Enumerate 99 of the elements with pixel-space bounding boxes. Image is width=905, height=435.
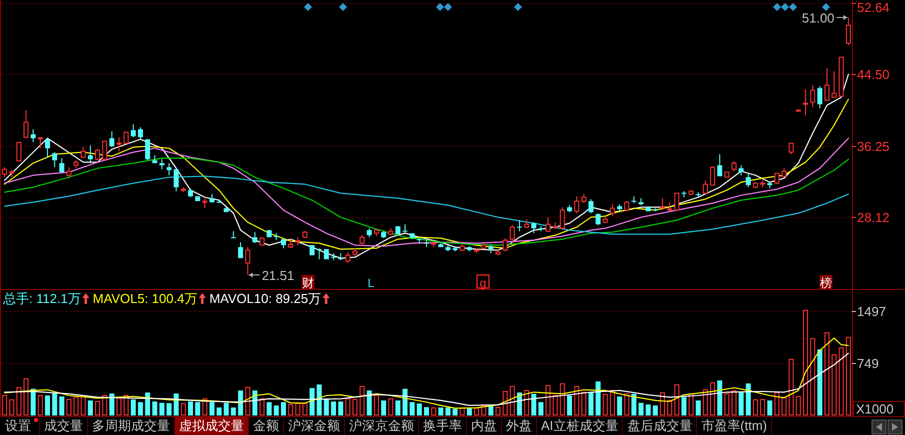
bar xyxy=(324,399,329,416)
line-series xyxy=(4,337,849,409)
bar xyxy=(195,402,200,416)
bar xyxy=(738,392,744,416)
bar xyxy=(59,396,64,416)
bar xyxy=(274,405,279,416)
bar xyxy=(180,403,186,416)
bar xyxy=(717,380,722,416)
y-tick-label: 52.64 xyxy=(857,0,890,15)
bar xyxy=(224,402,229,416)
bar xyxy=(838,348,844,416)
bar xyxy=(202,398,208,416)
text: 成交量 xyxy=(40,417,88,435)
bar xyxy=(44,395,50,416)
annotation: g xyxy=(480,276,486,290)
bar xyxy=(466,408,472,416)
bar xyxy=(410,402,415,416)
y-tick-label: 28.12 xyxy=(857,210,890,225)
bar xyxy=(817,349,822,416)
bar xyxy=(746,383,751,416)
y-tick-label: 36.25 xyxy=(857,139,890,154)
y-tick-label: 44.50 xyxy=(857,67,890,82)
bar xyxy=(52,392,58,416)
bar xyxy=(366,390,372,416)
line-series xyxy=(4,352,849,406)
bar xyxy=(280,402,286,416)
bar xyxy=(596,381,601,416)
bar xyxy=(209,402,214,416)
bar xyxy=(416,404,422,416)
bar xyxy=(266,402,272,416)
bar xyxy=(567,395,572,416)
bar xyxy=(331,401,336,416)
bar xyxy=(145,392,150,416)
bar xyxy=(381,400,386,416)
annotation: 财 xyxy=(302,276,314,290)
bar xyxy=(652,405,658,416)
y-tick-label: 749 xyxy=(857,356,879,371)
bar xyxy=(803,310,808,416)
y-tick-label: 1497 xyxy=(857,304,886,319)
text: 金额 xyxy=(249,417,284,435)
bar xyxy=(832,354,837,416)
bar xyxy=(424,407,429,416)
bar xyxy=(216,407,222,416)
text: MAVOL10: 89.25万 xyxy=(209,291,322,306)
annotation: L xyxy=(368,276,375,290)
bar xyxy=(774,392,780,416)
bar xyxy=(109,393,114,416)
text: 外盘 xyxy=(502,417,537,435)
bar xyxy=(159,402,164,416)
bar xyxy=(174,393,179,416)
bar xyxy=(788,358,794,416)
text: 多周期成交量 xyxy=(88,417,175,435)
annotation: 21.51 xyxy=(262,268,294,283)
bar xyxy=(438,407,444,416)
bar xyxy=(445,407,450,416)
text: AI立桩成交量 xyxy=(537,417,624,435)
bar xyxy=(452,408,458,416)
bar xyxy=(846,336,851,416)
bar xyxy=(538,402,544,416)
bar xyxy=(166,403,172,416)
text: 换手率 xyxy=(419,417,467,435)
bar xyxy=(310,388,315,416)
bar xyxy=(531,394,536,416)
y-axis-title: X1000 xyxy=(856,402,894,416)
bar xyxy=(782,396,787,416)
annotation: 51.00 xyxy=(802,10,834,26)
bar xyxy=(617,396,622,416)
text: 虚拟成交量 xyxy=(175,417,249,435)
bar xyxy=(152,401,158,416)
bar xyxy=(631,394,636,416)
text: 沪深京金额 xyxy=(345,417,419,435)
bar xyxy=(130,399,136,416)
text: 总手: 112.1万 xyxy=(2,291,81,306)
bar xyxy=(395,400,400,416)
bar xyxy=(646,404,651,416)
bar xyxy=(238,390,244,416)
bar xyxy=(338,401,344,416)
bar xyxy=(638,402,644,416)
bar xyxy=(316,384,322,416)
bar xyxy=(796,396,801,416)
text: 市盈率(ttm) xyxy=(697,417,772,435)
text: 内盘 xyxy=(467,417,502,435)
text: 盘后成交量 xyxy=(623,417,698,435)
bar xyxy=(188,401,194,416)
bar xyxy=(588,392,594,416)
annotation: 榜 xyxy=(820,276,832,290)
bar xyxy=(230,407,236,416)
bar xyxy=(824,332,830,416)
bar xyxy=(681,397,686,416)
bar xyxy=(402,388,408,416)
text: MAVOL5: 100.4万 xyxy=(92,291,198,306)
bar xyxy=(810,338,816,416)
text: 沪深金额 xyxy=(284,417,345,435)
bar xyxy=(767,400,772,416)
bar xyxy=(696,400,701,416)
bar xyxy=(30,388,36,416)
bar xyxy=(88,400,93,416)
text: 设置 xyxy=(1,417,40,435)
bar xyxy=(138,402,143,416)
